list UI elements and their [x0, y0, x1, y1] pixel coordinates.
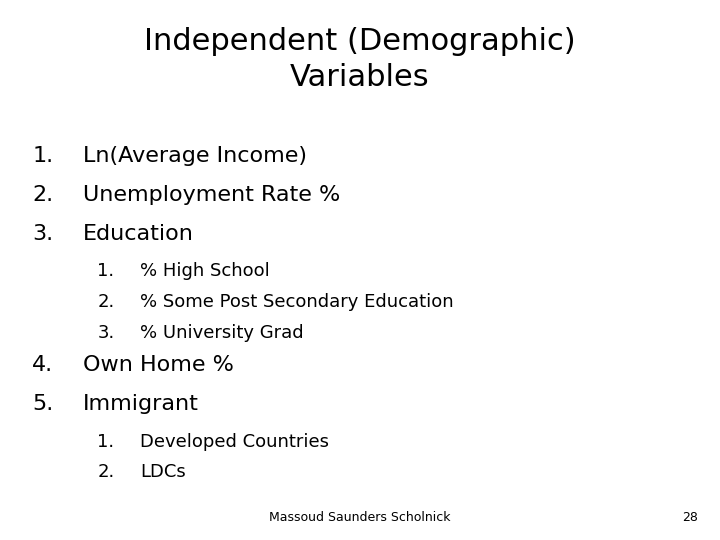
Text: Unemployment Rate %: Unemployment Rate %	[83, 185, 340, 205]
Text: 1.: 1.	[97, 262, 114, 280]
Text: Own Home %: Own Home %	[83, 355, 234, 375]
Text: Ln(Average Income): Ln(Average Income)	[83, 146, 307, 166]
Text: 5.: 5.	[32, 394, 54, 414]
Text: Massoud Saunders Scholnick: Massoud Saunders Scholnick	[269, 511, 451, 524]
Text: Education: Education	[83, 224, 194, 244]
Text: 2.: 2.	[97, 463, 114, 481]
Text: Immigrant: Immigrant	[83, 394, 199, 414]
Text: 4.: 4.	[32, 355, 53, 375]
Text: 3.: 3.	[32, 224, 53, 244]
Text: Developed Countries: Developed Countries	[140, 433, 329, 450]
Text: Independent (Demographic)
Variables: Independent (Demographic) Variables	[144, 27, 576, 92]
Text: 28: 28	[683, 511, 698, 524]
Text: % University Grad: % University Grad	[140, 324, 304, 342]
Text: 1.: 1.	[32, 146, 53, 166]
Text: % High School: % High School	[140, 262, 270, 280]
Text: 3.: 3.	[97, 324, 114, 342]
Text: 2.: 2.	[97, 293, 114, 311]
Text: 1.: 1.	[97, 433, 114, 450]
Text: % Some Post Secondary Education: % Some Post Secondary Education	[140, 293, 454, 311]
Text: LDCs: LDCs	[140, 463, 186, 481]
Text: 2.: 2.	[32, 185, 53, 205]
